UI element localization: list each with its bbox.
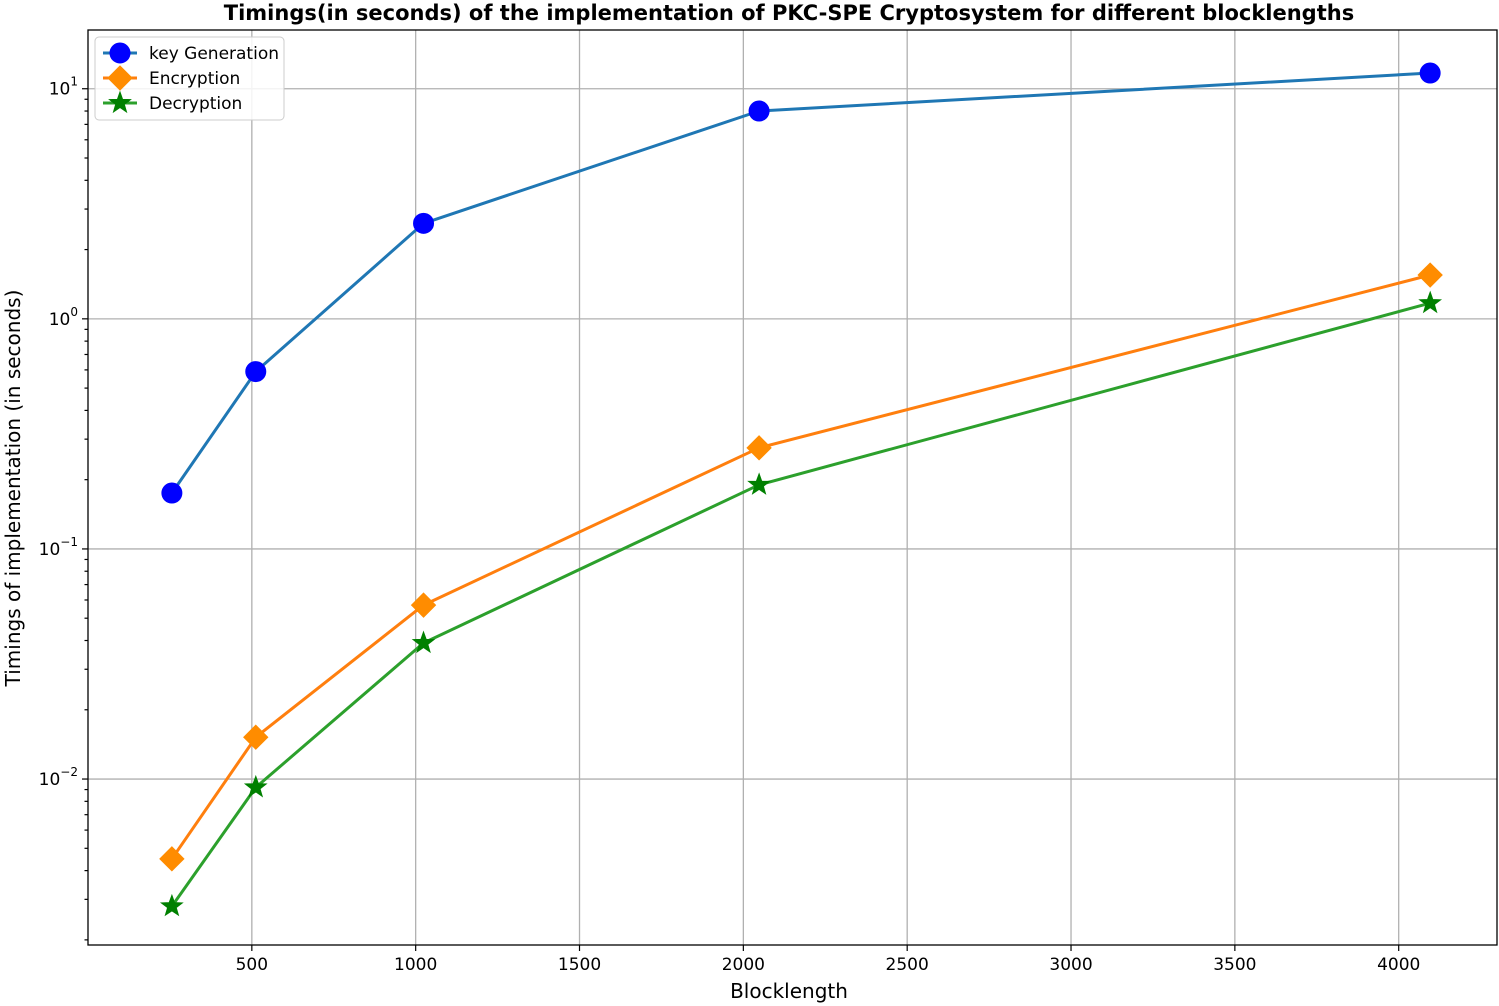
grid [88,30,1497,945]
data-point [159,846,185,872]
series-1 [159,262,1443,872]
x-tick-label: 2500 [886,955,929,975]
x-tick-label: 2000 [722,955,765,975]
legend-item: key Generation [103,42,279,64]
data-point [1419,62,1441,84]
data-point [411,630,436,654]
legend: key Generation Encryption Decryption [94,36,285,121]
series-layer [159,62,1443,917]
legend-marker [108,90,132,114]
chart-title: Timings(in seconds) of the implementatio… [224,1,1354,25]
series-0 [161,62,1441,504]
data-point [243,724,269,750]
data-point [747,472,771,495]
data-point [1417,262,1443,288]
series-line [170,273,1431,860]
legend-marker [107,65,133,91]
data-point [746,435,772,461]
data-point [159,893,184,917]
axis-ticks: 500 1000 1500 2000 2500 3000 3500 4000 10−2 10−1 1… [39,75,1421,975]
x-tick-label: 1500 [558,955,601,975]
x-tick-label: 3500 [1213,955,1256,975]
x-axis-label: Blocklength [730,979,848,1003]
y-axis-label: Timings of implementation (in seconds) [1,290,25,688]
x-tick-label: 4000 [1377,955,1420,975]
x-tick-label: 1000 [394,955,437,975]
y-tick-label: 101 [49,75,78,100]
series-line [170,71,1431,494]
legend-marker [109,42,131,64]
legend-label: key Generation [149,44,279,64]
data-point [243,774,268,798]
x-tick-label: 3000 [1049,955,1092,975]
y-tick-label: 10−1 [39,535,78,560]
legend-label: Encryption [149,69,240,89]
x-tick-label: 500 [236,955,268,975]
data-point [413,212,435,234]
data-point [748,100,770,122]
legend-label: Decryption [149,94,242,114]
legend-box [94,36,285,121]
data-point [1418,290,1443,314]
data-point [245,361,267,383]
data-point [410,592,437,618]
plot-frame [87,29,1498,946]
series-line [170,301,1431,908]
series-2 [159,290,1443,917]
legend-item: Encryption [103,65,240,91]
legend-item: Decryption [103,90,242,114]
data-point [161,482,183,504]
y-tick-label: 100 [49,305,78,330]
y-tick-label: 10−2 [39,765,78,790]
